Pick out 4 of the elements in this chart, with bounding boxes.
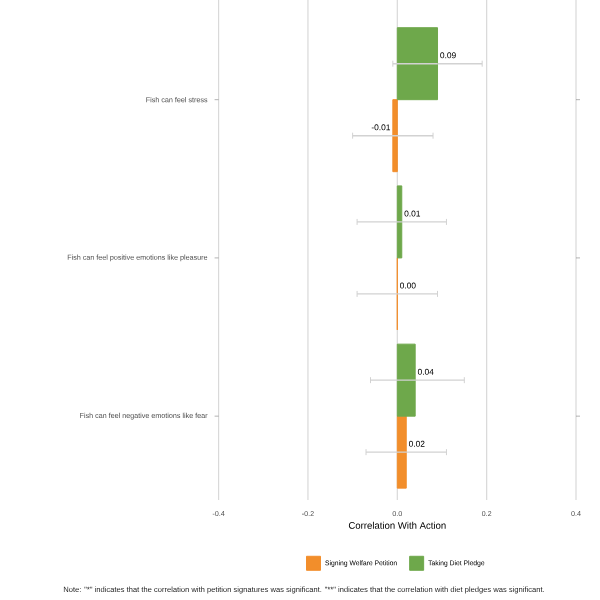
bar	[396, 415, 407, 489]
bar	[392, 99, 398, 173]
bar	[396, 185, 403, 259]
bar	[396, 343, 416, 417]
